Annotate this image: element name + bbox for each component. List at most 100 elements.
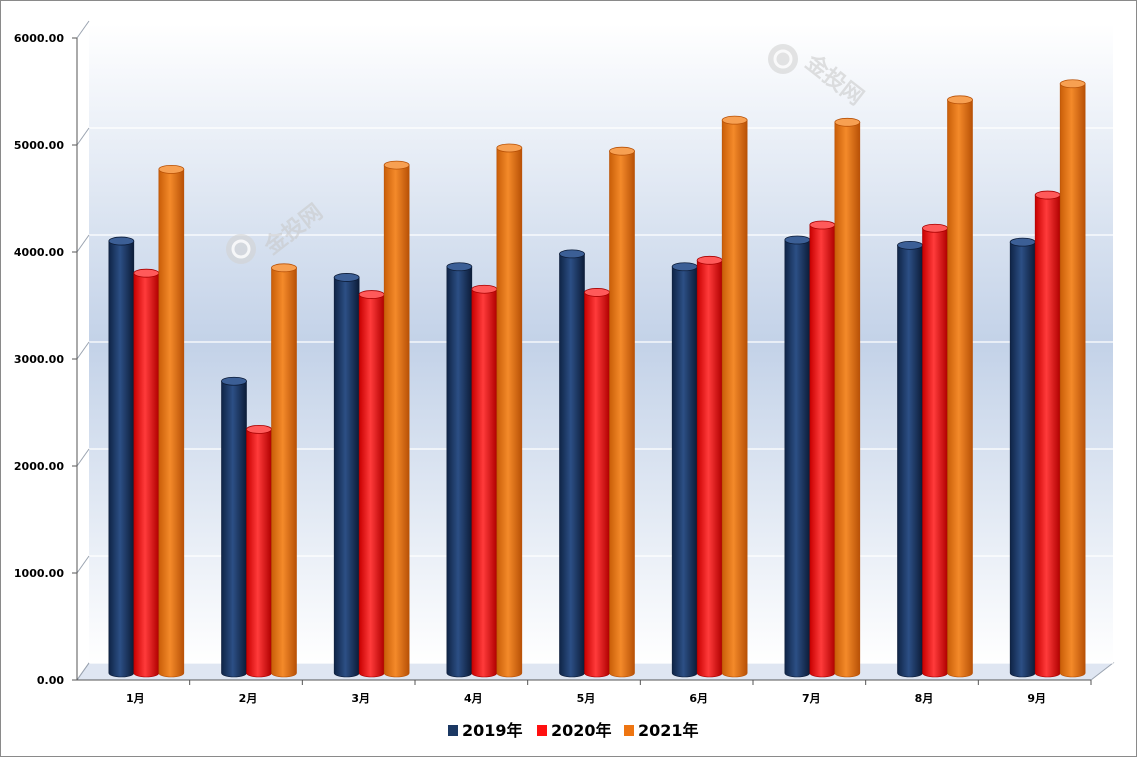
bar-top	[947, 95, 973, 105]
bar-2020年-9月	[1034, 190, 1061, 678]
bar-body	[947, 99, 973, 678]
bar-2021年-9月	[1059, 79, 1086, 678]
y-tick-label: 0.00	[37, 674, 64, 687]
bar-2021年-5月	[609, 146, 635, 678]
bar-2021年-2月	[271, 263, 297, 678]
bar-2021年-3月	[383, 160, 410, 678]
bar-top	[471, 284, 498, 294]
bar-top	[246, 424, 272, 434]
bar-body	[358, 294, 385, 678]
bar-top	[446, 262, 473, 272]
watermark-logo-icon	[768, 44, 798, 74]
y-tick-label: 4000.00	[14, 246, 64, 259]
bar-top	[496, 143, 523, 153]
y-axis-ticks: 0.00 1000.00 2000.00 3000.00 4000.00 5000.00 6…	[14, 32, 77, 687]
bar-top	[221, 376, 247, 386]
bar-top	[358, 290, 385, 299]
bar-body	[922, 227, 948, 678]
bar-top	[922, 223, 948, 233]
bar-2019年-6月	[671, 262, 698, 678]
bar-2019年-5月	[559, 249, 585, 678]
bar-2021年-7月	[834, 117, 861, 678]
legend: 2019年 2020年 2021年	[448, 721, 699, 740]
bar-top	[834, 117, 861, 127]
y-tick-label: 6000.00	[14, 32, 64, 45]
bar-top	[721, 115, 748, 125]
legend-swatch	[448, 725, 458, 736]
bar-body	[784, 239, 811, 678]
bar-2019年-8月	[897, 240, 923, 678]
bar-top	[671, 262, 698, 272]
bar-top	[584, 288, 610, 297]
legend-label: 2021年	[638, 721, 699, 740]
watermark-logo-icon	[226, 234, 256, 264]
bar-top	[1009, 237, 1036, 247]
bar-body	[133, 272, 160, 678]
bar-2020年-1月	[133, 268, 160, 678]
bar-body	[559, 253, 585, 678]
bar-2020年-5月	[584, 288, 610, 678]
bar-body	[584, 292, 610, 678]
bar-body	[721, 119, 748, 678]
gridline-side	[76, 662, 90, 681]
x-tick-label: 9月	[1027, 692, 1046, 705]
bar-2021年-1月	[158, 164, 185, 678]
bar-2020年-3月	[358, 290, 385, 678]
bar-2020年-4月	[471, 284, 498, 678]
bar-body	[383, 164, 410, 678]
bar-top	[158, 164, 185, 174]
y-tick-label: 1000.00	[14, 567, 64, 580]
bar-body	[271, 267, 297, 678]
legend-label: 2019年	[462, 721, 523, 740]
x-tick-label: 7月	[802, 692, 821, 705]
gridline-side	[76, 555, 90, 574]
watermark-logo-ring	[231, 239, 251, 259]
bar-top	[784, 235, 811, 245]
bar-2019年-7月	[784, 235, 811, 678]
watermark-logo-ring	[773, 49, 793, 69]
bar-top	[696, 255, 723, 265]
bar-2019年-1月	[108, 236, 135, 678]
legend-label: 2020年	[551, 721, 612, 740]
bar-top	[271, 263, 297, 273]
bar-body	[897, 245, 923, 678]
bar-2021年-6月	[721, 115, 748, 678]
bar-body	[1059, 83, 1086, 678]
bar-top	[809, 220, 836, 230]
bar-body	[446, 266, 473, 678]
bar-body	[496, 147, 523, 678]
gridline-side	[76, 20, 90, 39]
gridline-side	[76, 448, 90, 467]
bar-body	[809, 224, 836, 678]
gridline-side	[76, 234, 90, 253]
gridline-side	[76, 341, 90, 360]
bar-top	[108, 236, 135, 246]
x-axis-ticks: 1月 2月 3月 4月 5月 6月 7月 8月 9月	[126, 680, 1092, 705]
legend-swatch	[537, 725, 547, 736]
bar-2019年-4月	[446, 262, 473, 678]
bar-2019年-9月	[1009, 237, 1036, 678]
bar-top	[1034, 190, 1061, 200]
bar-body	[1009, 241, 1036, 678]
bar-top	[897, 240, 923, 250]
bar-top	[1059, 79, 1086, 89]
bar-top	[133, 268, 160, 278]
bar-2019年-3月	[333, 273, 360, 678]
bar-top	[333, 273, 360, 282]
y-tick-label: 3000.00	[14, 353, 64, 366]
bar-body	[696, 260, 723, 678]
gridline-side	[76, 127, 90, 146]
bar-body	[609, 150, 635, 678]
x-tick-label: 8月	[915, 692, 934, 705]
bar-2021年-8月	[947, 95, 973, 678]
y-tick-label: 2000.00	[14, 460, 64, 473]
bar-top	[383, 160, 410, 170]
bar-2020年-2月	[246, 424, 272, 678]
x-tick-label: 6月	[689, 692, 708, 705]
x-tick-label: 5月	[577, 692, 596, 705]
bar-body	[246, 429, 272, 678]
bar-2019年-2月	[221, 376, 247, 678]
x-tick-label: 1月	[126, 692, 145, 705]
